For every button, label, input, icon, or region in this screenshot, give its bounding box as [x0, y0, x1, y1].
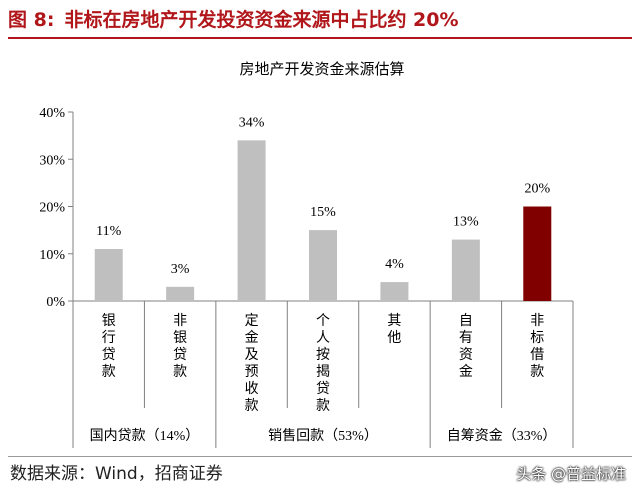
bar [237, 140, 266, 301]
category-label: 个人按揭贷款 [316, 313, 330, 414]
category-label: 自有资金 [459, 313, 473, 380]
category-label: 非银贷款 [173, 313, 187, 380]
data-label: 13% [453, 215, 479, 230]
y-tick-label: 40% [39, 106, 65, 121]
data-label: 34% [239, 115, 265, 130]
bar [523, 206, 552, 301]
y-tick-label: 20% [39, 201, 65, 216]
bar [166, 286, 195, 301]
category-label: 其他 [387, 313, 401, 346]
figure-title: 图 8: 非标在房地产开发投资资金来源中占比约 20% [8, 4, 632, 36]
data-label: 11% [96, 224, 121, 239]
figure-number: 图 8: [8, 9, 55, 31]
chart-title: 房地产开发资金来源估算 [239, 60, 404, 78]
group-label: 销售回款（53%） [268, 428, 378, 444]
category-label: 非标借款 [530, 313, 544, 380]
figure-caption: 非标在房地产开发投资资金来源中占比约 20% [64, 9, 459, 31]
bar [94, 249, 123, 301]
watermark: 头条 @普益标准 [516, 465, 626, 483]
bar [309, 230, 337, 301]
source-note: 数据来源：Wind，招商证券 [10, 464, 223, 484]
group-label: 自筹资金（33%） [447, 427, 557, 444]
data-label: 3% [171, 262, 190, 277]
y-tick-label: 30% [39, 153, 65, 168]
category-label: 银行贷款 [102, 313, 116, 380]
chart-area: 房地产开发资金来源估算 0% 10% 20% 30% 40% 11% 银行贷款 3% 非银贷款 3… [0, 42, 640, 456]
footer-divider [8, 456, 632, 457]
group-label: 国内贷款（14%） [90, 428, 200, 444]
y-tick-label: 10% [39, 248, 65, 263]
bar-chart: 房地产开发资金来源估算 0% 10% 20% 30% 40% 11% 银行贷款 3% 非银贷款 3… [39, 60, 574, 448]
title-divider [8, 37, 632, 39]
data-label: 15% [310, 205, 336, 220]
data-label: 4% [385, 257, 404, 272]
bar [451, 239, 480, 301]
data-label: 20% [524, 182, 550, 197]
y-tick-label: 0% [46, 295, 65, 310]
bar [380, 282, 409, 301]
category-label: 定金及预收款 [245, 313, 259, 414]
